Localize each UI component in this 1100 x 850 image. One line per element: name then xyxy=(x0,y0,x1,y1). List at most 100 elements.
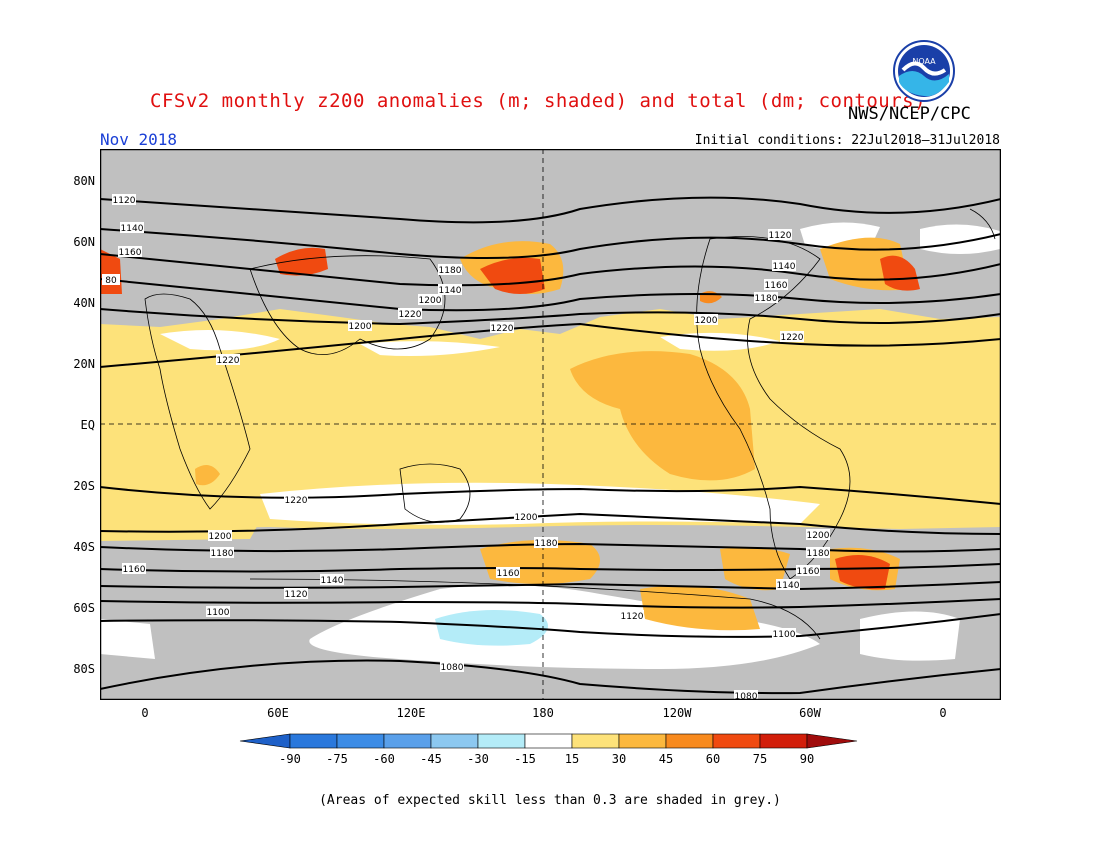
svg-text:1220: 1220 xyxy=(781,333,804,343)
contour-label: 1220 xyxy=(780,331,804,343)
chart-title: CFSv2 monthly z200 anomalies (m; shaded)… xyxy=(150,90,927,112)
lon-label: 0 xyxy=(939,706,947,720)
contour-label: 1100 xyxy=(772,628,796,640)
logo-text: NOAA xyxy=(912,57,936,66)
lat-label: 60S xyxy=(73,601,95,615)
contour-label: 1160 xyxy=(764,279,788,291)
svg-text:1180: 1180 xyxy=(535,539,558,549)
svg-text:1200: 1200 xyxy=(349,322,372,332)
anomaly-red-south xyxy=(835,555,890,590)
coastlines xyxy=(144,208,996,640)
height-contours xyxy=(100,196,1001,695)
colorbar-label: -45 xyxy=(420,752,442,766)
lat-label: 40S xyxy=(73,540,95,554)
svg-text:1120: 1120 xyxy=(285,590,308,600)
map-panel: 1120 1140 1160 1180 1200 1220 1120 1140 … xyxy=(99,148,1002,704)
colorbar-arrow-right xyxy=(806,733,858,749)
colorbar-swatch xyxy=(430,733,479,749)
contour-label: 1200 xyxy=(514,511,538,523)
contour-label: 1200 xyxy=(348,320,372,332)
anomaly-yellow-south xyxy=(100,519,260,541)
contour-label: 1180 xyxy=(806,547,830,559)
contour-label: 1180 xyxy=(210,547,234,559)
colorbar-swatch xyxy=(477,733,526,749)
contour-label: 1120 xyxy=(284,588,308,600)
svg-text:1200: 1200 xyxy=(695,316,718,326)
colorbar-label: 90 xyxy=(799,752,815,766)
contour-label: 1220 xyxy=(216,354,240,366)
svg-text:1200: 1200 xyxy=(209,532,232,542)
lat-label: 80N xyxy=(73,174,95,188)
svg-text:1160: 1160 xyxy=(119,248,142,258)
lon-label: 0 xyxy=(141,706,149,720)
svg-text:1080: 1080 xyxy=(735,692,758,700)
forecast-month: Nov 2018 xyxy=(100,130,178,149)
contour-label: 1120 xyxy=(620,610,644,622)
contour-label: 1160 xyxy=(122,563,146,575)
lon-label: 120W xyxy=(662,706,692,720)
colorbar-label: 30 xyxy=(611,752,627,766)
colorbar-swatch xyxy=(759,733,808,749)
contour-label: 1200 xyxy=(208,530,232,542)
lat-label: 60N xyxy=(73,235,95,249)
colorbar-swatches xyxy=(239,733,858,749)
contour-label: 1140 xyxy=(120,222,144,234)
colorbar-swatch xyxy=(336,733,385,749)
contour-label: 1160 xyxy=(496,567,520,579)
contour-labels: 1120 1140 1160 1180 1200 1220 1120 1140 … xyxy=(102,194,830,700)
colorbar-label: -30 xyxy=(467,752,489,766)
svg-text:1160: 1160 xyxy=(765,281,788,291)
colorbar-arrow-left xyxy=(239,733,291,749)
lon-label: 60E xyxy=(267,706,289,720)
svg-text:1120: 1120 xyxy=(113,196,136,206)
svg-text:1160: 1160 xyxy=(497,569,520,579)
white-patch-north xyxy=(920,224,1000,254)
lat-label: EQ xyxy=(80,418,95,432)
contour-label: 1080 xyxy=(734,690,758,700)
svg-text:1120: 1120 xyxy=(769,231,792,241)
colorbar-swatch xyxy=(289,733,338,749)
svg-text:1220: 1220 xyxy=(399,310,422,320)
colorbar-label: 60 xyxy=(705,752,721,766)
anomaly-red-north xyxy=(275,247,328,276)
colorbar-label: 75 xyxy=(752,752,768,766)
map-frame xyxy=(99,148,1002,701)
grey-skill-area-north xyxy=(100,149,1001,339)
colorbar-swatch xyxy=(618,733,667,749)
svg-text:1220: 1220 xyxy=(285,496,308,506)
colorbar-swatch xyxy=(712,733,761,749)
svg-text:1080: 1080 xyxy=(441,663,464,673)
anomaly-red-north xyxy=(880,255,920,291)
contour-label: 1140 xyxy=(438,284,462,296)
svg-text:1100: 1100 xyxy=(773,630,796,640)
anomaly-orange-tropics xyxy=(570,351,755,481)
contour-label: 1180 xyxy=(534,537,558,549)
lon-label: 60W xyxy=(799,706,821,720)
contour-label: 1220 xyxy=(398,308,422,320)
contour-label: 1160 xyxy=(118,246,142,258)
skill-note: (Areas of expected skill less than 0.3 a… xyxy=(319,793,781,808)
colorbar-label: -15 xyxy=(514,752,536,766)
contour-label: 1200 xyxy=(418,294,442,306)
contour-label: 1100 xyxy=(206,606,230,618)
contour-label: 1220 xyxy=(284,494,308,506)
lon-label: 120E xyxy=(396,706,426,720)
colorbar-label: 15 xyxy=(564,752,580,766)
colorbar-swatch xyxy=(383,733,432,749)
svg-text:1180: 1180 xyxy=(211,549,234,559)
colorbar-label: -75 xyxy=(326,752,348,766)
svg-text:1140: 1140 xyxy=(439,286,462,296)
svg-text:1220: 1220 xyxy=(217,356,240,366)
colorbar-label: 45 xyxy=(658,752,674,766)
contour-label: 1140 xyxy=(776,579,800,591)
contour-label: 1140 xyxy=(320,574,344,586)
white-patch-north xyxy=(660,332,780,351)
contour-label: 1140 xyxy=(772,260,796,272)
contour-label: 1160 xyxy=(796,565,820,577)
contour-label: 80 xyxy=(102,274,120,286)
svg-text:1200: 1200 xyxy=(515,513,538,523)
svg-text:1200: 1200 xyxy=(807,531,830,541)
white-patch-south xyxy=(100,619,155,659)
contour-label: 1120 xyxy=(768,229,792,241)
contour-label: 1180 xyxy=(438,264,462,276)
